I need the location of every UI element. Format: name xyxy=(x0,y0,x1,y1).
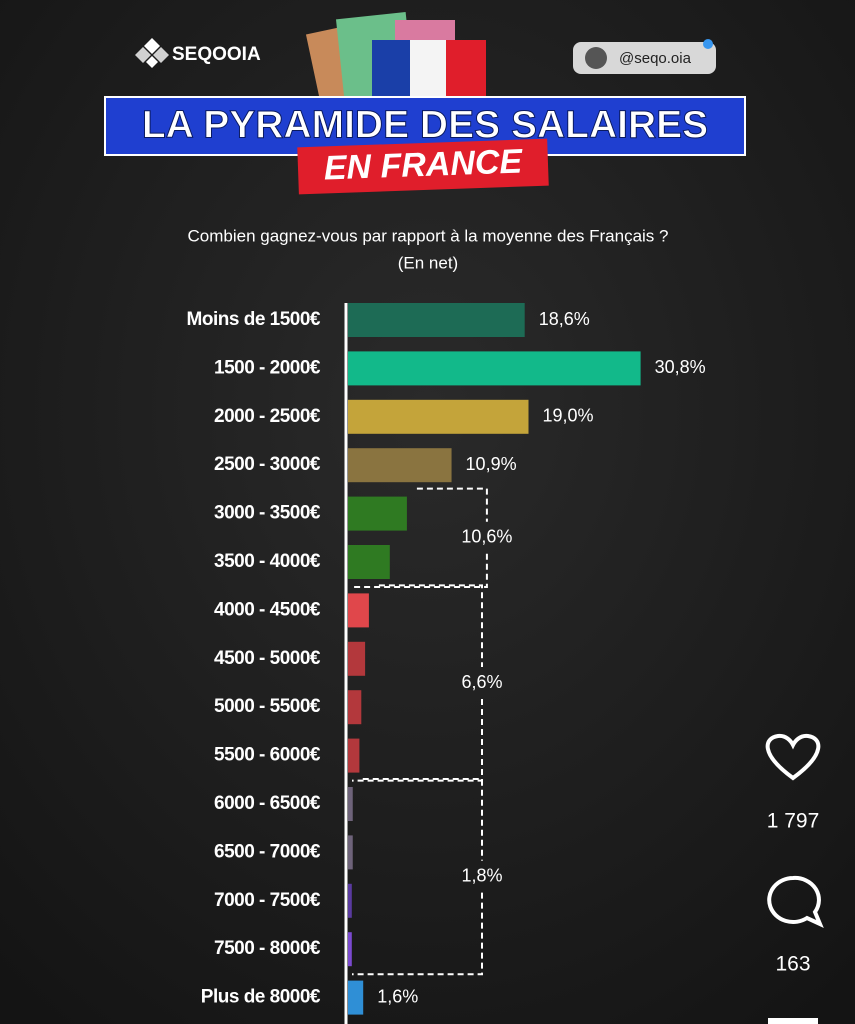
bar xyxy=(348,399,529,434)
category-label: 6000 - 6500€ xyxy=(214,793,321,814)
bar xyxy=(348,448,452,483)
comment-button[interactable] xyxy=(767,875,824,928)
value-label: 19,0% xyxy=(543,406,594,426)
group-label: 1,8% xyxy=(461,865,502,885)
like-count: 1 797 xyxy=(767,810,820,833)
like-button[interactable] xyxy=(765,733,821,781)
category-label: 2000 - 2500€ xyxy=(214,406,321,427)
brand: SEQOOIA xyxy=(172,44,261,65)
category-label: 4500 - 5000€ xyxy=(214,648,321,669)
category-label: Plus de 8000€ xyxy=(201,987,321,1008)
category-label: 2500 - 3000€ xyxy=(214,454,321,475)
bar xyxy=(348,545,390,579)
category-label: 7000 - 7500€ xyxy=(214,890,321,911)
category-label: Moins de 1500€ xyxy=(187,309,321,330)
flag-illustration xyxy=(305,12,486,103)
category-label: 5500 - 6000€ xyxy=(214,745,321,766)
bar xyxy=(348,303,525,337)
bar xyxy=(348,641,366,676)
verified-badge xyxy=(703,39,713,49)
category-label: 3500 - 4000€ xyxy=(214,551,321,572)
handle[interactable]: @seqo.oia xyxy=(619,50,692,67)
group-label: 6,6% xyxy=(461,672,502,692)
group-bracket xyxy=(352,778,483,976)
bar xyxy=(348,351,641,386)
title-highlight: EN FRANCE xyxy=(323,142,524,187)
group-label: 10,6% xyxy=(461,527,512,547)
bar xyxy=(348,883,352,918)
bar xyxy=(348,932,352,967)
category-label: 3000 - 3500€ xyxy=(214,503,321,524)
title: LA PYRAMIDE DES SALAIRES xyxy=(142,103,708,146)
category-label: 4000 - 4500€ xyxy=(214,599,321,620)
value-label: 18,6% xyxy=(539,309,590,329)
value-label: 10,9% xyxy=(466,454,517,474)
handle-pill[interactable] xyxy=(573,42,716,74)
avatar xyxy=(585,47,607,69)
bar xyxy=(348,787,353,821)
comment-count: 163 xyxy=(775,953,810,976)
share-button[interactable] xyxy=(768,1018,818,1024)
category-label: 6500 - 7000€ xyxy=(214,841,321,862)
bar xyxy=(348,980,364,1015)
subtitle: Combien gagnez-vous par rapport à la moy… xyxy=(188,226,669,245)
category-label: 5000 - 5500€ xyxy=(214,696,321,717)
bar xyxy=(348,496,407,531)
bar xyxy=(348,738,360,773)
category-label: 7500 - 8000€ xyxy=(214,938,321,959)
group-bracket xyxy=(352,487,488,588)
brand-logo xyxy=(135,38,169,68)
value-label: 1,6% xyxy=(377,986,418,1006)
value-label: 30,8% xyxy=(655,357,706,377)
subtitle-note: (En net) xyxy=(398,253,458,272)
category-label: 1500 - 2000€ xyxy=(214,357,321,378)
bar xyxy=(348,690,362,725)
bar xyxy=(348,593,369,628)
bar xyxy=(348,835,353,870)
title-highlight-box xyxy=(297,138,549,195)
